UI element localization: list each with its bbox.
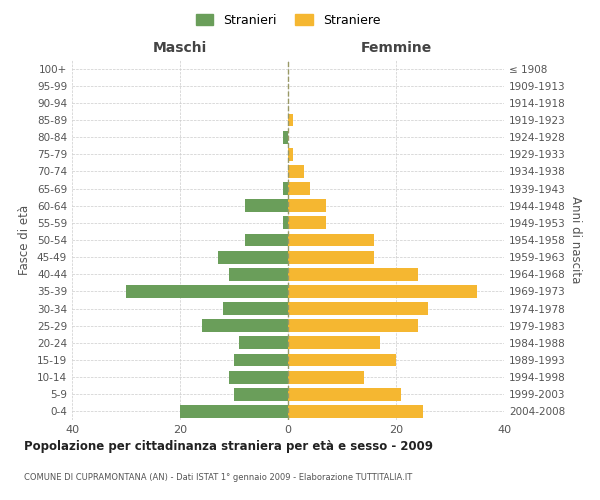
Bar [180,405,288,418]
Bar [202,320,288,332]
Bar [288,370,364,384]
Bar [245,234,288,246]
Bar [288,268,418,280]
Y-axis label: Anni di nascita: Anni di nascita [569,196,582,284]
Bar [126,285,288,298]
Bar [288,285,477,298]
Bar [288,200,326,212]
Bar [288,388,401,400]
Bar [288,320,418,332]
Bar [288,336,380,349]
Bar [288,182,310,195]
Bar [239,336,288,349]
Bar [283,130,288,143]
Bar [229,268,288,280]
Bar [223,302,288,315]
Text: Popolazione per cittadinanza straniera per età e sesso - 2009: Popolazione per cittadinanza straniera p… [24,440,433,453]
Bar [229,370,288,384]
Bar [288,302,428,315]
Legend: Stranieri, Straniere: Stranieri, Straniere [191,8,385,32]
Bar [283,216,288,230]
Bar [234,388,288,400]
Bar [288,165,304,178]
Bar [288,234,374,246]
Bar [288,216,326,230]
Bar [245,200,288,212]
Bar [234,354,288,366]
Bar [283,182,288,195]
Bar [288,114,293,126]
Bar [288,148,293,160]
Bar [288,405,423,418]
Text: COMUNE DI CUPRAMONTANA (AN) - Dati ISTAT 1° gennaio 2009 - Elaborazione TUTTITAL: COMUNE DI CUPRAMONTANA (AN) - Dati ISTAT… [24,473,412,482]
Y-axis label: Fasce di età: Fasce di età [19,205,31,275]
Bar [288,354,396,366]
Bar [218,250,288,264]
Bar [288,250,374,264]
